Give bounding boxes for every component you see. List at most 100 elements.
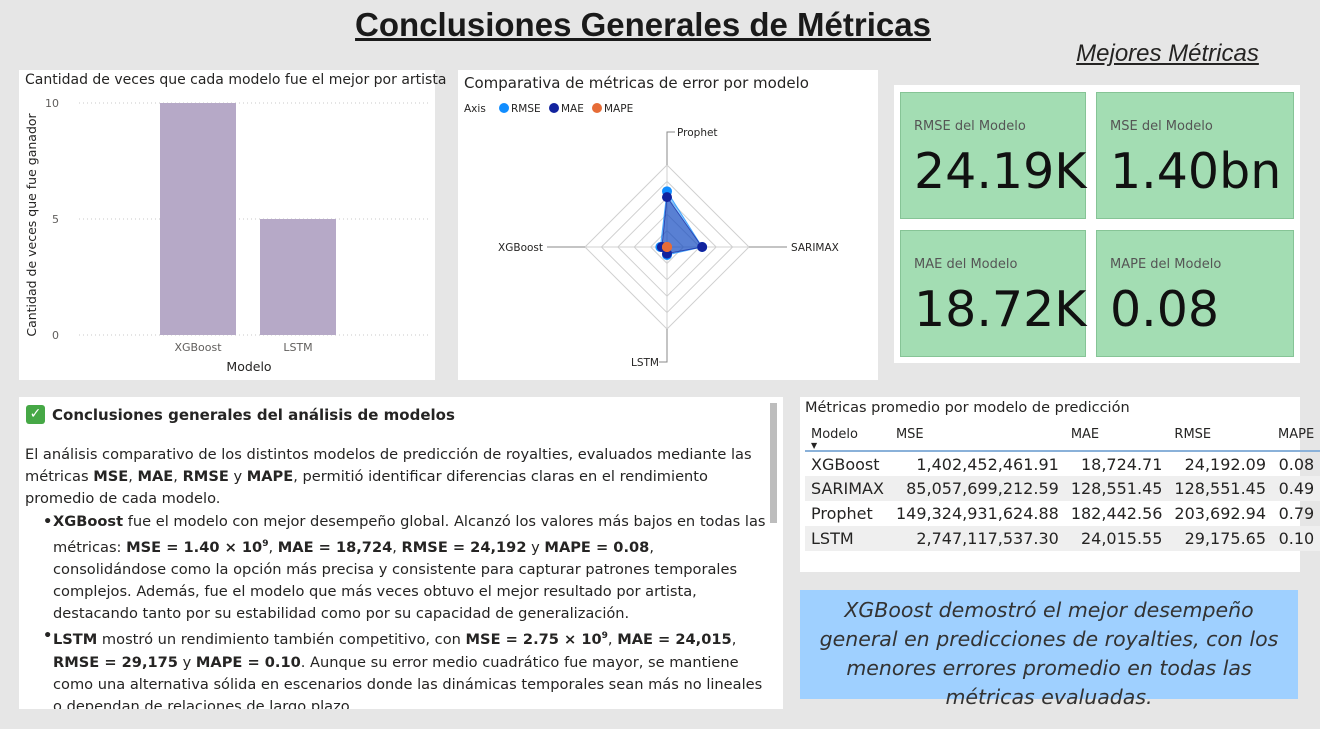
radar-axis-label: XGBoost: [498, 242, 543, 254]
x-axis-title: Modelo: [226, 359, 271, 374]
table-cell: LSTM: [805, 526, 890, 551]
table-cell: SARIMAX: [805, 476, 890, 501]
table-row[interactable]: Prophet 149,324,931,624.88 182,442.56 203,6…: [805, 501, 1320, 526]
table-cell: 2,747,117,537.30: [889, 526, 1065, 551]
table-cell: 0.49: [1272, 476, 1320, 501]
table-cell: Prophet: [811, 504, 873, 523]
radar-chart-title: Comparativa de métricas de error por mod…: [464, 74, 809, 92]
radar-axis-label: LSTM: [631, 357, 659, 369]
column-header-mse[interactable]: MSE: [889, 421, 1065, 452]
table-cell: 149,324,931,624.88: [895, 504, 1059, 523]
kpi-card-mape[interactable]: MAPE del Modelo 0.08: [1096, 230, 1294, 357]
kpi-card-rmse[interactable]: RMSE del Modelo 24.19K: [900, 92, 1086, 219]
list-item-lstm: LSTM mostró un rendimiento también compe…: [35, 625, 769, 709]
table-cell: 29,175.65: [1168, 526, 1273, 551]
legend-entry: MAE: [561, 103, 584, 115]
kpi-card-mae[interactable]: MAE del Modelo 18.72K: [900, 230, 1086, 357]
table-cell: 1,402,452,461.91: [916, 454, 1059, 474]
conclusions-list: XGBoost fue el modelo con mejor desempeñ…: [35, 511, 769, 709]
bar-chart-panel[interactable]: Cantidad de veces que cada modelo fue el…: [19, 70, 446, 380]
kpi-label: MSE del Modelo: [1110, 119, 1213, 134]
bar-lstm: [260, 219, 336, 335]
column-header-rmse[interactable]: RMSE: [1168, 421, 1273, 452]
check-mark-button-icon: ✓: [26, 405, 45, 424]
radar-axis-label: Prophet: [677, 127, 718, 139]
sort-descending-icon: ▼: [811, 441, 818, 450]
sep: ,: [392, 538, 402, 556]
sep: ,: [173, 468, 183, 486]
intro-text: , permitió identificar diferencias clara…: [25, 468, 708, 508]
metric-mae: MAE: [137, 468, 174, 486]
table-header-row: Modelo ▼ MSE MAE RMSE MAPE: [805, 421, 1320, 452]
table-title: Métricas promedio por modelo de predicci…: [805, 400, 1130, 416]
bullet-text: . Aunque su error medio cuadrático fue m…: [53, 653, 763, 709]
kpi-value: 18.72K: [914, 281, 1087, 338]
conclusions-panel: ✓ Conclusiones generales del análisis de…: [19, 397, 783, 709]
metric-value: MAPE = 0.10: [195, 653, 301, 671]
bar-chart-title: Cantidad de veces que cada modelo fue el…: [25, 72, 447, 88]
metrics-table: Modelo ▼ MSE MAE RMSE MAPE XGBoost 1,402,4…: [805, 421, 1320, 551]
y-tick-label: 10: [45, 97, 59, 110]
legend-marker: [499, 103, 509, 113]
column-header-mae[interactable]: MAE: [1064, 421, 1169, 452]
bullet-text: , consolidándose como la opción más prec…: [53, 538, 738, 623]
table-cell: XGBoost: [811, 454, 880, 474]
x-tick-label: XGBoost: [174, 341, 222, 354]
kpi-label: RMSE del Modelo: [914, 119, 1026, 134]
legend-title: Axis: [464, 103, 486, 115]
kpi-card-mse[interactable]: MSE del Modelo 1.40bn: [1096, 92, 1294, 219]
metric-mape: MAPE: [246, 468, 294, 486]
sep: ,: [268, 538, 278, 556]
radar-point-mae: [697, 242, 708, 252]
metric-value: RMSE = 29,175: [53, 653, 178, 671]
kpi-label: MAPE del Modelo: [1110, 257, 1222, 272]
scrollbar[interactable]: [770, 403, 777, 523]
y-tick-label: 0: [52, 329, 59, 342]
conclusions-body: El análisis comparativo de los distintos…: [25, 444, 769, 709]
column-header-mape[interactable]: MAPE: [1272, 421, 1320, 452]
table-row[interactable]: SARIMAX 85,057,699,212.59 128,551.45 128,55…: [805, 476, 1320, 501]
metric-value: MAE = 18,724: [277, 538, 393, 556]
table-cell: 24,192.09: [1184, 454, 1267, 474]
sep: y: [228, 468, 247, 486]
radar-chart-panel[interactable]: Comparativa de métricas de error por mod…: [458, 70, 878, 380]
x-tick-label: LSTM: [283, 341, 312, 354]
summary-callout: XGBoost demostró el mejor desempeño gene…: [800, 590, 1298, 709]
metric-value: MAPE = 0.08: [544, 538, 650, 556]
conclusions-header: ✓ Conclusiones generales del análisis de…: [26, 405, 455, 424]
bullet-text: mostró un rendimiento también competitiv…: [97, 631, 466, 649]
metric-value: RMSE = 24,192: [401, 538, 527, 556]
kpi-value: 1.40bn: [1110, 143, 1282, 200]
model-name: XGBoost: [53, 512, 124, 530]
bar-chart[interactable]: 0 5 10 XGBoost LSTM Modelo Cantidad de veces q…: [19, 95, 435, 380]
metric-rmse: RMSE: [182, 468, 229, 486]
metrics-table-panel: Métricas promedio por modelo de predicci…: [800, 397, 1320, 572]
column-header-modelo[interactable]: Modelo ▼: [805, 421, 890, 452]
radar-axis-label: SARIMAX: [791, 242, 839, 254]
sep: y: [526, 538, 545, 556]
bar-xgboost: [160, 103, 236, 335]
metric-value: MSE = 1.40 × 10: [126, 538, 263, 556]
table-cell: 203,692.94: [1174, 504, 1267, 523]
table-cell: 0.10: [1272, 526, 1320, 551]
metric-mse: MSE: [93, 468, 129, 486]
conclusions-title: Conclusiones generales del análisis de m…: [52, 405, 455, 424]
legend-entry: MAPE: [604, 103, 633, 115]
page-title: Conclusiones Generales de Métricas: [355, 6, 931, 43]
table-cell: 128,551.45: [1064, 476, 1169, 501]
radar-chart[interactable]: Axis RMSE MAE MAPE Prophet SARIMAX LSTM XGBoost: [458, 98, 878, 378]
best-metrics-title: Mejores Métricas: [1076, 40, 1259, 67]
table-row[interactable]: XGBoost 1,402,452,461.91 18,724.71 24,192.0…: [805, 451, 1320, 476]
kpi-label: MAE del Modelo: [914, 257, 1018, 272]
sep: ,: [128, 468, 138, 486]
radar-point-mae: [662, 192, 672, 203]
legend-entry: RMSE: [511, 103, 541, 115]
table-row[interactable]: LSTM 2,747,117,537.30 24,015.55 29,175.65 0.…: [805, 526, 1320, 551]
axis-leader-line: [659, 329, 668, 363]
table-cell: 128,551.45: [1168, 476, 1273, 501]
list-item-xgboost: XGBoost fue el modelo con mejor desempeñ…: [35, 511, 769, 626]
sep: y: [177, 653, 196, 671]
radar-point-mape: [662, 242, 672, 252]
metric-value: MSE = 2.75 × 10: [465, 631, 602, 649]
intro-text: El análisis comparativo de los distintos…: [25, 446, 752, 486]
